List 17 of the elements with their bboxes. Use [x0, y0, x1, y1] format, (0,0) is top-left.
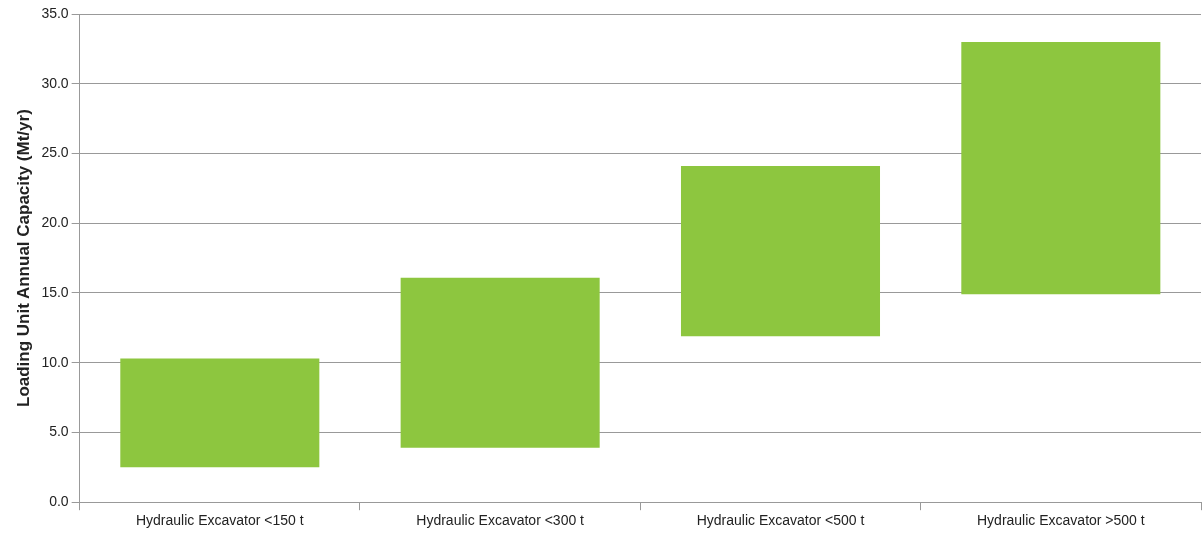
x-tick-label: Hydraulic Excavator <500 t [696, 512, 865, 529]
y-axis-title: Loading Unit Annual Capacity (Mt/yr) [13, 109, 33, 408]
bar [680, 166, 881, 337]
y-tick-label: 25.0 [41, 144, 69, 161]
bar [400, 277, 600, 448]
x-tick-label: Hydraulic Excavator <150 t [135, 512, 304, 529]
x-tick-label: Hydraulic Excavator >500 t [976, 512, 1145, 529]
y-tick-label: 15.0 [41, 283, 69, 300]
y-tick-label: 20.0 [41, 214, 69, 231]
y-tick-label: 35.0 [41, 4, 69, 21]
y-tick-label: 5.0 [49, 423, 69, 440]
y-tick-label: 10.0 [41, 353, 69, 370]
y-tick-label: 30.0 [41, 74, 69, 91]
bar [961, 41, 1161, 295]
y-tick-label: 0.0 [49, 493, 69, 510]
bar [120, 358, 320, 468]
x-tick-label: Hydraulic Excavator <300 t [416, 512, 585, 529]
